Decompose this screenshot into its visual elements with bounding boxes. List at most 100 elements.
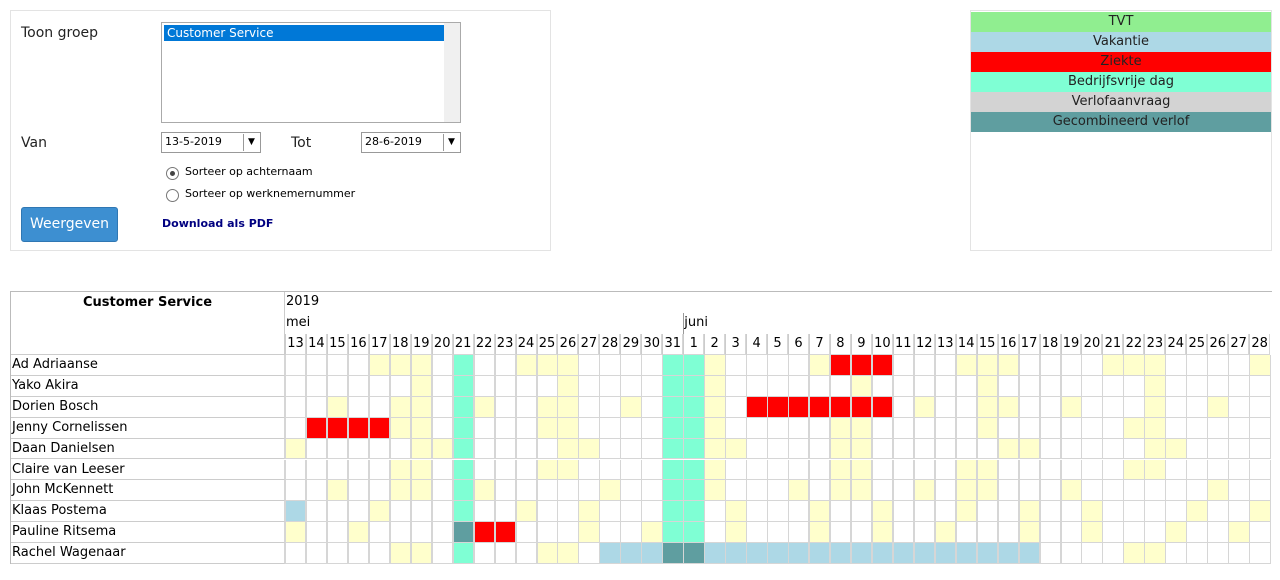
schedule-cell <box>1060 355 1082 376</box>
schedule-cell <box>326 375 349 397</box>
scrollbar[interactable] <box>444 23 460 122</box>
schedule-cell <box>578 459 600 481</box>
schedule-cell <box>285 501 307 523</box>
day-label: 21 <box>1102 334 1124 355</box>
schedule-cell <box>1228 396 1250 418</box>
schedule-cell <box>410 543 433 564</box>
schedule-cell <box>662 396 684 418</box>
schedule-cell <box>683 459 705 481</box>
schedule-cell <box>599 543 621 564</box>
schedule-cell <box>788 375 810 397</box>
schedule-cell <box>557 522 579 544</box>
group-option[interactable]: Customer Service <box>164 25 445 41</box>
schedule-cell <box>1018 438 1041 460</box>
sort-option[interactable]: Sorteer op werknemernummer <box>185 187 356 200</box>
to-date[interactable]: 28-6-2019 ▼ <box>361 132 461 153</box>
schedule-cell <box>1186 355 1208 376</box>
schedule-cell <box>368 355 391 376</box>
schedule-cell <box>452 543 475 564</box>
schedule-cell <box>1039 375 1061 397</box>
schedule-cell <box>285 459 307 481</box>
schedule-cell <box>1123 480 1145 502</box>
radio-selected[interactable] <box>166 167 179 180</box>
day-label: 2 <box>704 334 726 355</box>
schedule-cell <box>515 355 537 376</box>
schedule-cell <box>285 396 307 418</box>
schedule-cell <box>809 417 831 439</box>
schedule-cell <box>1102 480 1124 502</box>
schedule-cell <box>347 375 370 397</box>
schedule-cell <box>704 543 726 564</box>
schedule-cell <box>704 459 726 481</box>
schedule-cell <box>725 417 747 439</box>
schedule-cell <box>829 480 852 502</box>
schedule-cell <box>620 438 642 460</box>
schedule-cell <box>536 522 558 544</box>
schedule-cell <box>725 375 747 397</box>
schedule-cell <box>1228 543 1250 564</box>
schedule-cell <box>557 480 579 502</box>
pdf-link[interactable]: Download als PDF <box>162 217 274 230</box>
schedule-cell <box>389 355 412 376</box>
schedule-cell <box>389 396 412 418</box>
schedule-cell <box>683 501 705 523</box>
schedule-cell <box>997 543 1020 564</box>
schedule-cell <box>1039 438 1061 460</box>
schedule-cell <box>829 375 852 397</box>
dropdown-arrow[interactable]: ▼ <box>243 134 259 151</box>
day-label: 8 <box>829 334 851 355</box>
day-label: 27 <box>578 334 600 355</box>
dropdown-arrow[interactable]: ▼ <box>443 134 459 151</box>
schedule-cell <box>578 375 600 397</box>
schedule-cell <box>1102 375 1124 397</box>
sort-option[interactable]: Sorteer op achternaam <box>185 165 313 178</box>
schedule-cell <box>934 417 957 439</box>
schedule-cell <box>704 417 726 439</box>
schedule-cell <box>578 396 600 418</box>
schedule-cell <box>955 543 978 564</box>
day-label: 4 <box>746 334 768 355</box>
schedule-cell <box>1144 375 1166 397</box>
schedule-cell <box>326 501 349 523</box>
schedule-cell <box>305 522 328 544</box>
schedule-cell <box>997 522 1020 544</box>
schedule-cell <box>955 396 978 418</box>
schedule-cell <box>620 355 642 376</box>
schedule-cell <box>1228 501 1250 523</box>
employee-name: Claire van Leeser <box>11 459 285 481</box>
schedule-cell <box>557 543 579 564</box>
day-label: 19 <box>1060 334 1082 355</box>
from-date[interactable]: 13-5-2019 ▼ <box>161 132 261 153</box>
schedule-cell <box>536 417 558 439</box>
schedule-cell <box>389 375 412 397</box>
schedule-cell <box>1060 522 1082 544</box>
schedule-cell <box>473 375 496 397</box>
day-label: 14 <box>955 334 977 355</box>
schedule-cell <box>1060 480 1082 502</box>
schedule-cell <box>997 396 1020 418</box>
schedule-cell <box>326 459 349 481</box>
day-label: 25 <box>1186 334 1208 355</box>
schedule-cell <box>767 417 789 439</box>
group-list[interactable]: Customer Service <box>161 22 461 123</box>
schedule-cell <box>892 396 915 418</box>
schedule-cell <box>1228 459 1250 481</box>
schedule-cell <box>1060 501 1082 523</box>
schedule-cell <box>431 438 454 460</box>
schedule-cell <box>347 438 370 460</box>
legend-item: Ziekte <box>971 52 1271 72</box>
schedule-cell <box>599 459 621 481</box>
schedule-cell <box>1165 438 1187 460</box>
schedule-cell <box>389 543 412 564</box>
schedule-cell <box>892 522 915 544</box>
schedule-cell <box>871 501 894 523</box>
schedule-cell <box>829 522 852 544</box>
radio-dot <box>170 171 175 176</box>
schedule-cell <box>536 438 558 460</box>
show-button[interactable]: Weergeven <box>21 207 118 242</box>
radio[interactable] <box>166 189 179 202</box>
schedule-cell <box>955 501 978 523</box>
schedule-cell <box>683 480 705 502</box>
schedule-cell <box>871 355 894 376</box>
